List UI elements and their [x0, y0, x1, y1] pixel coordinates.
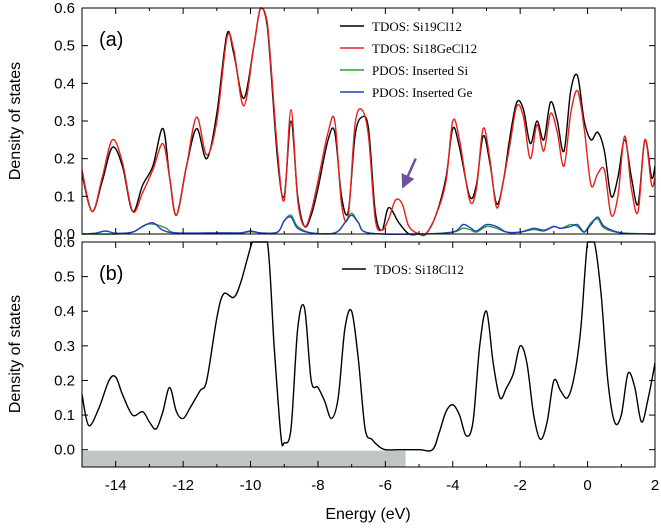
panel-a-frame [81, 7, 656, 235]
legend-label-a-1: TDOS: Si18GeCl12 [372, 41, 477, 56]
y-axis-label-b: Density of states [7, 295, 24, 413]
x-tick-label-b: -6 [379, 477, 392, 494]
panel-b-label: (b) [99, 263, 123, 285]
legend-label-b-0: TDOS: Si18Cl12 [374, 262, 464, 277]
y-tick-label-a: 0.1 [54, 188, 75, 205]
panel-b-legend: TDOS: Si18Cl12 [342, 262, 464, 277]
panel-a-ticks: 0.0 0.1 0.2 0.3 0.4 0.5 0.6 [54, 0, 656, 243]
panel-b-plot-area [82, 242, 655, 467]
x-tick-label-b: -2 [514, 477, 527, 494]
y-tick-label-a: 0.2 [54, 151, 75, 168]
y-tick-label-b: 0.1 [54, 407, 75, 424]
series-line-a-0 [81, 7, 656, 237]
y-tick-label-a: 0.6 [54, 0, 75, 17]
panel-a: 0.0 0.1 0.2 0.3 0.4 0.5 0.6 (a) TDOS: Si19Cl12… [54, 0, 656, 243]
y-tick-label-b: 0.3 [54, 338, 75, 355]
panel-b-frame [81, 241, 656, 468]
legend-label-a-2: PDOS: Inserted Si [372, 63, 468, 78]
panel-b-ticks: 0.0 0.1 0.2 0.3 0.4 0.5 0.6 -14 -12 -10 -8 -6 -4 -2 0 2 [54, 234, 659, 494]
y-tick-label-b: 0.5 [54, 269, 75, 286]
x-tick-label-b: -4 [446, 477, 459, 494]
panel-b: 0.0 0.1 0.2 0.3 0.4 0.5 0.6 -14 -12 -10 -8 -6 -4 -2 0 2… [54, 234, 659, 494]
panel-a-legend: TDOS: Si19Cl12 TDOS: Si18GeCl12 PDOS: Inse… [340, 19, 477, 100]
y-tick-label-b: 0.4 [54, 303, 75, 320]
legend-label-a-0: TDOS: Si19Cl12 [372, 19, 462, 34]
legend-label-a-3: PDOS: Inserted Ge [372, 85, 473, 100]
series-line-b-0 [81, 241, 656, 452]
panel-a-plot-area [82, 8, 655, 234]
panel-b-curves [81, 241, 656, 452]
y-tick-label-b: 0.0 [54, 442, 75, 459]
x-tick-label-b: 0 [583, 477, 591, 494]
y-tick-label-a: 0.5 [54, 38, 75, 55]
series-line-a-3 [81, 214, 656, 235]
x-tick-label-b: -10 [240, 477, 262, 494]
x-tick-label-b: -8 [311, 477, 324, 494]
x-tick-label-b: -14 [105, 477, 127, 494]
annotation-arrow [401, 158, 417, 189]
y-axis-label-a: Density of states [7, 62, 24, 180]
y-tick-label-a: 0.4 [54, 75, 75, 92]
panel-b-occupied-band [82, 450, 406, 467]
y-tick-label-a: 0.3 [54, 113, 75, 130]
panel-a-label: (a) [99, 29, 123, 51]
y-tick-label-a: 0.0 [54, 226, 75, 243]
annotation-arrow-head [401, 173, 415, 189]
series-line-a-1 [81, 7, 656, 237]
y-tick-label-b: 0.2 [54, 372, 75, 389]
y-tick-label-b: 0.6 [54, 234, 75, 251]
x-tick-label-b: -12 [172, 477, 194, 494]
x-tick-label-b: 2 [651, 477, 659, 494]
x-axis-label: Energy (eV) [325, 506, 410, 523]
